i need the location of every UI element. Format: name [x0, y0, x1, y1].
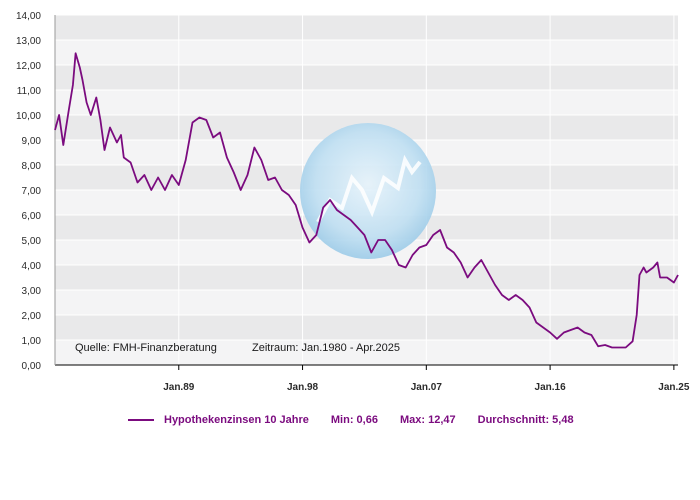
y-tick-label: 6,00: [22, 211, 42, 222]
x-tick-labels: Jan.89 Jan.98 Jan.07 Jan.16 Jan.25: [163, 365, 690, 393]
source-note: Quelle: FMH-Finanzberatung: [75, 342, 217, 354]
y-tick-label: 14,00: [16, 11, 41, 22]
x-tick-label: Jan.89: [163, 382, 195, 393]
y-tick-label: 13,00: [16, 36, 41, 47]
plot-band: [55, 265, 678, 290]
y-tick-label: 4,00: [22, 261, 42, 272]
y-tick-label: 0,00: [22, 361, 42, 372]
plot-band: [55, 90, 678, 115]
y-tick-label: 5,00: [22, 236, 42, 247]
y-tick-label: 10,00: [16, 111, 41, 122]
y-tick-labels: 0,00 1,00 2,00 3,00 4,00 5,00 6,00 7,00 8,00 9,00…: [16, 11, 41, 372]
series-line-hypothekenzinsen: [54, 52, 679, 349]
x-tick-label: Jan.07: [411, 382, 443, 393]
legend-swatch: [128, 419, 154, 421]
y-tick-label: 1,00: [22, 336, 42, 347]
stat-max: Max: 12,47: [399, 414, 456, 426]
plot-band: [55, 290, 678, 315]
plot-band: [55, 65, 678, 90]
legend-series-name: Hypothekenzinsen 10 Jahre: [164, 414, 309, 426]
watermark-logo: [300, 123, 436, 259]
stat-min: Min: 0,66: [330, 414, 378, 426]
x-tick-label: Jan.98: [287, 382, 319, 393]
legend: Hypothekenzinsen 10 Jahre Min: 0,66 Max:…: [128, 414, 596, 426]
x-tick-label: Jan.16: [535, 382, 567, 393]
plot-band: [55, 315, 678, 340]
y-tick-label: 12,00: [16, 61, 41, 72]
plot-band: [55, 340, 678, 365]
y-tick-label: 2,00: [22, 311, 42, 322]
y-tick-label: 11,00: [17, 86, 42, 97]
y-tick-label: 3,00: [22, 286, 42, 297]
plot-band: [55, 40, 678, 65]
x-tick-label: Jan.25: [658, 382, 690, 393]
y-tick-label: 9,00: [22, 136, 42, 147]
plot-band: [55, 15, 678, 40]
period-note: Zeitraum: Jan.1980 - Apr.2025: [252, 342, 400, 354]
stat-average: Durchschnitt: 5,48: [477, 414, 574, 426]
series-lines: [54, 52, 679, 349]
y-tick-label: 7,00: [22, 186, 42, 197]
y-tick-label: 8,00: [22, 161, 42, 172]
